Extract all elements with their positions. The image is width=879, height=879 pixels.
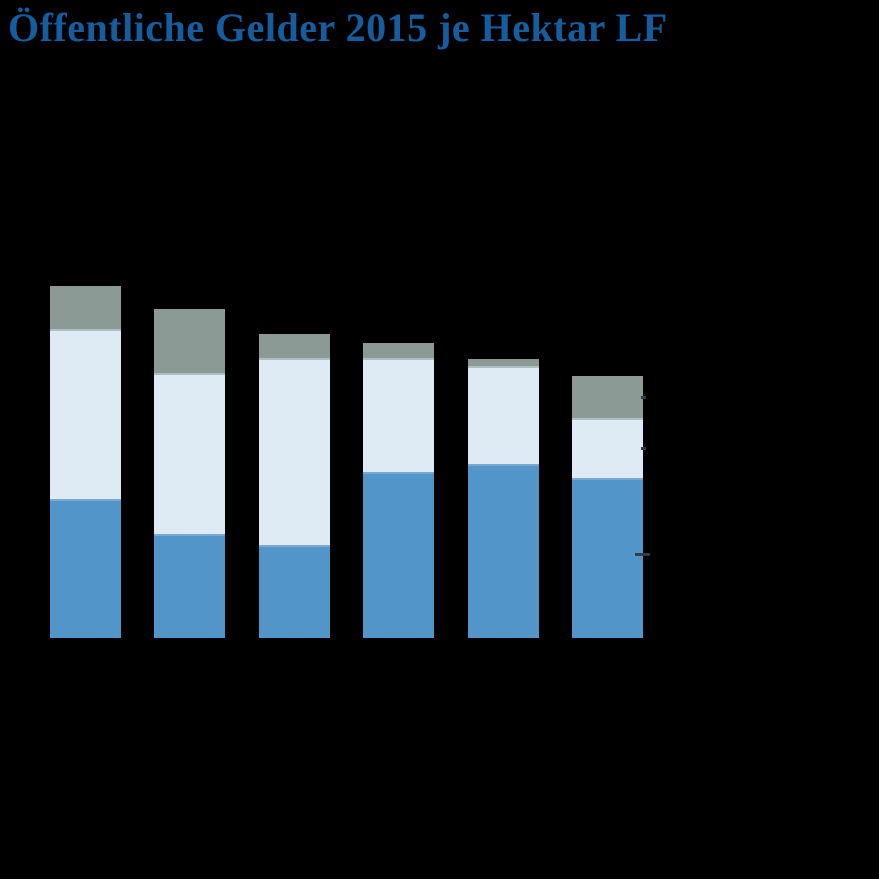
stacked-bar	[363, 343, 434, 638]
annotation-dash	[641, 447, 646, 450]
gray-top-segment	[468, 359, 539, 366]
stacked-bar	[50, 286, 121, 638]
annotation-dash	[641, 396, 646, 399]
blue-bottom-segment	[363, 472, 434, 638]
stacked-bar	[468, 359, 539, 638]
gray-top-segment	[50, 286, 121, 329]
light-middle-segment	[50, 329, 121, 499]
gray-top-segment	[363, 343, 434, 358]
light-middle-segment	[572, 418, 643, 478]
annotation-dash	[635, 553, 650, 556]
blue-bottom-segment	[259, 545, 330, 638]
blue-bottom-segment	[50, 499, 121, 638]
gray-top-segment	[572, 376, 643, 418]
stacked-bar	[154, 309, 225, 638]
stacked-bar	[259, 334, 330, 638]
light-middle-segment	[154, 373, 225, 534]
light-middle-segment	[259, 358, 330, 545]
light-middle-segment	[363, 358, 434, 472]
blue-bottom-segment	[468, 464, 539, 638]
chart-title: Öffentliche Gelder 2015 je Hektar LF	[8, 5, 668, 50]
blue-bottom-segment	[572, 478, 643, 638]
light-middle-segment	[468, 366, 539, 464]
stacked-bar	[572, 376, 643, 638]
gray-top-segment	[259, 334, 330, 358]
blue-bottom-segment	[154, 534, 225, 638]
gray-top-segment	[154, 309, 225, 373]
